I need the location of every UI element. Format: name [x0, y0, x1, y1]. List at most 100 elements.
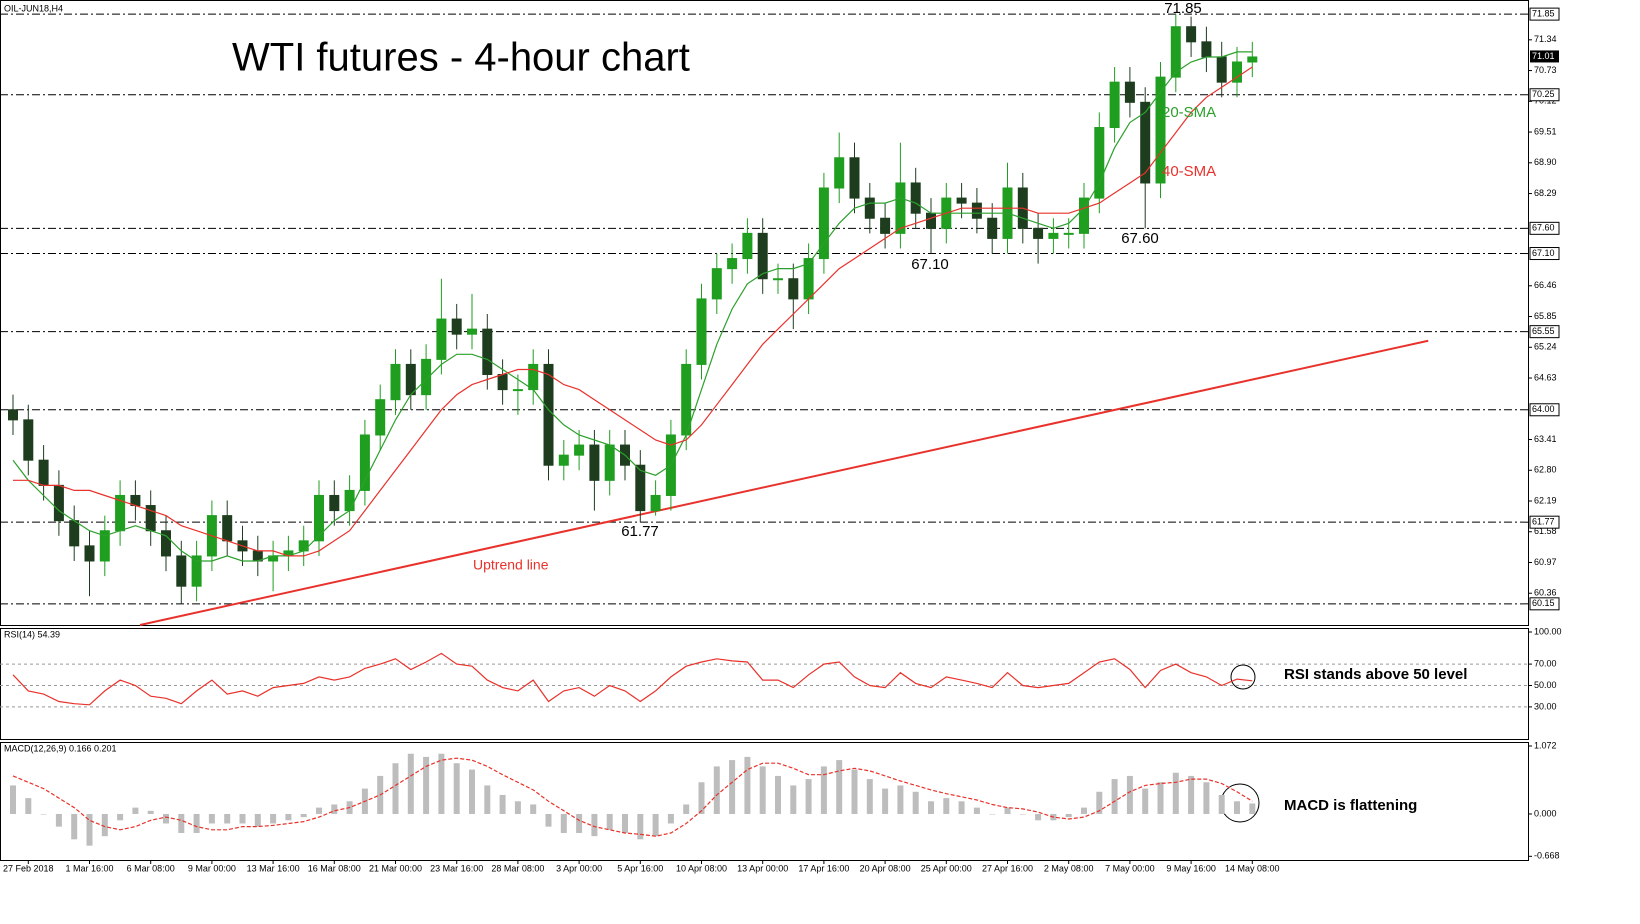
macd-bar: [560, 813, 567, 833]
x-tick-label: 9 Mar 00:00: [188, 863, 236, 873]
level-box: [1529, 88, 1560, 102]
macd-bar: [1111, 779, 1118, 814]
y-tick-label: 63.41: [1534, 434, 1557, 444]
candle-body: [405, 363, 416, 396]
macd-bar: [514, 801, 521, 814]
macd-bar: [1157, 782, 1164, 814]
macd-bar: [147, 810, 154, 814]
candle-body: [1048, 232, 1059, 239]
y-tick-label: 50.00: [1534, 680, 1557, 690]
level-label: 60.15: [1532, 598, 1555, 608]
macd-bar: [591, 813, 598, 837]
series-label: 40-SMA: [1162, 163, 1216, 180]
macd-bar: [958, 801, 965, 814]
x-tick-label: 2 May 08:00: [1044, 863, 1094, 873]
y-tick-label: 70.00: [1534, 658, 1557, 668]
candle-body: [84, 545, 95, 562]
price-annotation: 67.10: [911, 256, 949, 273]
candle-body: [864, 197, 875, 219]
x-tick-label: 27 Feb 2018: [3, 863, 54, 873]
x-tick-label: 1 Mar 16:00: [65, 863, 113, 873]
x-tick-label: 25 Apr 00:00: [921, 863, 972, 873]
candle-body: [482, 328, 493, 375]
candle-body: [359, 434, 370, 491]
level-label: 70.25: [1532, 89, 1555, 99]
macd-bar: [866, 779, 873, 814]
candle-body: [742, 232, 753, 260]
y-tick-label: -0.668: [1534, 851, 1560, 861]
macd-bar: [86, 813, 93, 846]
macd-bar: [989, 813, 996, 815]
macd-bar: [208, 813, 215, 824]
y-tick-label: 62.80: [1534, 465, 1557, 475]
macd-bar: [1172, 772, 1179, 814]
macd-bar: [1081, 807, 1087, 814]
macd-bar: [1126, 775, 1133, 814]
macd-bar: [1065, 813, 1072, 818]
x-tick-label: 27 Apr 16:00: [982, 863, 1033, 873]
y-tick-label: 68.90: [1534, 157, 1557, 167]
candle-body: [512, 389, 523, 392]
x-tick-label: 13 Mar 16:00: [247, 863, 300, 873]
candle-body: [23, 419, 34, 461]
macd-bar: [331, 804, 338, 814]
price-annotation: 71.85: [1164, 0, 1202, 17]
macd-bar: [530, 804, 537, 814]
x-tick-label: 5 Apr 16:00: [617, 863, 663, 873]
candle-body: [926, 212, 936, 229]
macd-bar: [943, 798, 950, 814]
level-box: [1529, 7, 1560, 21]
candle-body: [1140, 101, 1151, 184]
macd-bar: [101, 813, 108, 837]
level-box: [1529, 221, 1560, 235]
candle-body: [727, 258, 738, 270]
candle-body: [390, 363, 401, 401]
sma-line: [12, 51, 1253, 562]
macd-bar: [1203, 782, 1210, 814]
y-tick-label: 62.19: [1534, 495, 1557, 505]
macd-bar: [545, 813, 552, 827]
last-price-box: [1530, 50, 1559, 63]
candle-body: [528, 363, 539, 391]
macd-bar: [407, 753, 414, 814]
candle-body: [53, 484, 64, 522]
y-tick-label: 65.85: [1534, 311, 1557, 321]
candle-body: [1155, 76, 1166, 184]
macd-bar: [928, 801, 934, 814]
macd-bar: [622, 813, 628, 833]
level-box: [1529, 325, 1560, 339]
level-box: [1529, 247, 1560, 261]
macd-bar: [25, 798, 32, 814]
candle-body: [1109, 81, 1120, 129]
candle-body: [589, 444, 600, 481]
candle-body: [1186, 26, 1197, 43]
sma-line: [13, 66, 1253, 557]
macd-bar: [836, 760, 843, 814]
macd-label: MACD(12,26,9) 0.166 0.201: [4, 743, 117, 753]
candle-body: [956, 197, 967, 204]
candle-body: [1094, 127, 1105, 199]
macd-bar: [1218, 794, 1225, 814]
rsi-label: RSI(14) 54.39: [4, 629, 60, 639]
candle-body: [176, 555, 187, 587]
macd-panel: [0, 742, 1529, 861]
macd-annotation: MACD is flattening: [1284, 797, 1417, 814]
y-tick-label: 65.24: [1534, 342, 1557, 352]
candle-body: [971, 202, 982, 219]
macd-bar: [606, 813, 613, 830]
x-tick-label: 7 May 00:00: [1105, 863, 1155, 873]
macd-bar: [1004, 807, 1011, 814]
candle-body: [987, 217, 998, 239]
macd-bar: [224, 813, 231, 824]
trendline-label: Uptrend line: [473, 557, 549, 573]
macd-bar: [316, 807, 322, 814]
candle-body: [910, 182, 921, 214]
macd-bar: [637, 813, 644, 840]
macd-bar: [163, 813, 169, 824]
level-label: 71.85: [1532, 8, 1555, 18]
trendline: [139, 339, 1429, 626]
candle-body: [1170, 26, 1181, 78]
x-tick-label: 23 Mar 16:00: [430, 863, 483, 873]
candle-body: [635, 464, 646, 512]
macd-bar: [1249, 803, 1256, 814]
